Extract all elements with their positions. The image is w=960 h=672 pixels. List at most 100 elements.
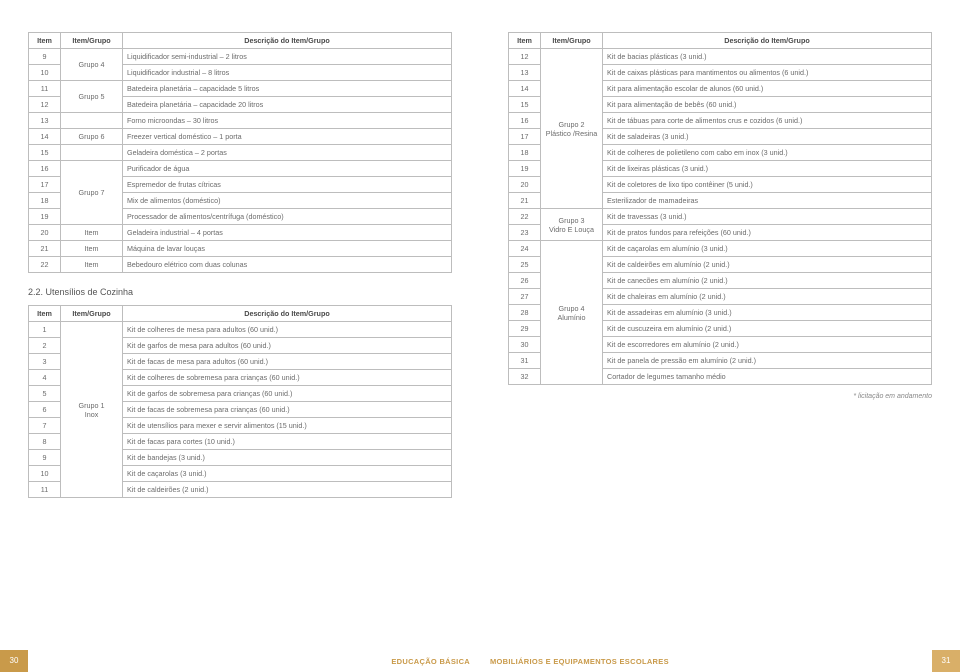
cell-item: 3 bbox=[29, 354, 61, 370]
cell-item: 9 bbox=[29, 450, 61, 466]
cell-desc: Batedeira planetária – capacidade 5 litr… bbox=[123, 81, 452, 97]
cell-desc: Batedeira planetária – capacidade 20 lit… bbox=[123, 97, 452, 113]
cell-item: 11 bbox=[29, 81, 61, 97]
cell-group bbox=[61, 113, 123, 129]
cell-item: 9 bbox=[29, 49, 61, 65]
cell-group: Grupo 7 bbox=[61, 161, 123, 225]
cell-group: Item bbox=[61, 241, 123, 257]
cell-item: 31 bbox=[509, 353, 541, 369]
table-row: 9Grupo 4Liquidificador semi-industrial –… bbox=[29, 49, 452, 65]
cell-desc: Kit de cuscuzeira em alumínio (2 unid.) bbox=[603, 321, 932, 337]
table-row: 12Grupo 2 Plástico /ResinaKit de bacias … bbox=[509, 49, 932, 65]
cell-item: 20 bbox=[29, 225, 61, 241]
cell-desc: Kit de utensílios para mexer e servir al… bbox=[123, 418, 452, 434]
cell-group: Grupo 3 Vidro E Louça bbox=[541, 209, 603, 241]
cell-desc: Kit de caçarolas (3 unid.) bbox=[123, 466, 452, 482]
cell-group bbox=[61, 145, 123, 161]
cell-group: Item bbox=[61, 225, 123, 241]
th-desc: Descrição do Item/Grupo bbox=[603, 33, 932, 49]
cell-item: 12 bbox=[509, 49, 541, 65]
cell-desc: Kit de facas para cortes (10 unid.) bbox=[123, 434, 452, 450]
cell-item: 10 bbox=[29, 466, 61, 482]
cell-desc: Espremedor de frutas cítricas bbox=[123, 177, 452, 193]
cell-desc: Kit de canecões em alumínio (2 unid.) bbox=[603, 273, 932, 289]
cell-desc: Kit de caldeirões em alumínio (2 unid.) bbox=[603, 257, 932, 273]
cell-item: 5 bbox=[29, 386, 61, 402]
table-row: 14Grupo 6Freezer vertical doméstico – 1 … bbox=[29, 129, 452, 145]
cell-item: 32 bbox=[509, 369, 541, 385]
cell-desc: Kit de facas de sobremesa para crianças … bbox=[123, 402, 452, 418]
section-title-22: 2.2. Utensílios de Cozinha bbox=[28, 287, 452, 297]
page-number-right: 31 bbox=[932, 650, 960, 672]
cell-item: 21 bbox=[509, 193, 541, 209]
cell-item: 6 bbox=[29, 402, 61, 418]
cell-item: 29 bbox=[509, 321, 541, 337]
table-row: 20ItemGeladeira industrial – 4 portas bbox=[29, 225, 452, 241]
table-row: 11Grupo 5Batedeira planetária – capacida… bbox=[29, 81, 452, 97]
cell-item: 16 bbox=[29, 161, 61, 177]
cell-group: Grupo 2 Plástico /Resina bbox=[541, 49, 603, 209]
cell-item: 22 bbox=[29, 257, 61, 273]
cell-desc: Geladeira industrial – 4 portas bbox=[123, 225, 452, 241]
cell-item: 21 bbox=[29, 241, 61, 257]
cell-desc: Kit de garfos de mesa para adultos (60 u… bbox=[123, 338, 452, 354]
cell-item: 19 bbox=[509, 161, 541, 177]
cell-item: 22 bbox=[509, 209, 541, 225]
cell-desc: Purificador de água bbox=[123, 161, 452, 177]
cell-item: 27 bbox=[509, 289, 541, 305]
cell-desc: Forno microondas – 30 litros bbox=[123, 113, 452, 129]
table-row: 1Grupo 1 InoxKit de colheres de mesa par… bbox=[29, 322, 452, 338]
cell-item: 13 bbox=[509, 65, 541, 81]
cell-item: 23 bbox=[509, 225, 541, 241]
footer-left: 30 EDUCAÇÃO BÁSICA bbox=[0, 650, 480, 672]
page-right: Item Item/Grupo Descrição do Item/Grupo … bbox=[480, 0, 960, 672]
cell-desc: Kit de lixeiras plásticas (3 unid.) bbox=[603, 161, 932, 177]
th-item: Item bbox=[29, 33, 61, 49]
cell-item: 8 bbox=[29, 434, 61, 450]
cell-item: 18 bbox=[509, 145, 541, 161]
cell-desc: Freezer vertical doméstico – 1 porta bbox=[123, 129, 452, 145]
table-row: 21ItemMáquina de lavar louças bbox=[29, 241, 452, 257]
cell-desc: Kit de pratos fundos para refeições (60 … bbox=[603, 225, 932, 241]
cell-desc: Kit para alimentação de bebês (60 unid.) bbox=[603, 97, 932, 113]
cell-item: 14 bbox=[509, 81, 541, 97]
cell-item: 17 bbox=[29, 177, 61, 193]
cell-desc: Geladeira doméstica – 2 portas bbox=[123, 145, 452, 161]
cell-item: 1 bbox=[29, 322, 61, 338]
th-item: Item bbox=[29, 306, 61, 322]
cell-desc: Liquidificador semi-industrial – 2 litro… bbox=[123, 49, 452, 65]
cell-desc: Mix de alimentos (doméstico) bbox=[123, 193, 452, 209]
cell-item: 18 bbox=[29, 193, 61, 209]
table-equipamentos-cont: Item Item/Grupo Descrição do Item/Grupo … bbox=[28, 32, 452, 273]
cell-desc: Kit de facas de mesa para adultos (60 un… bbox=[123, 354, 452, 370]
table-row: 16Grupo 7Purificador de água bbox=[29, 161, 452, 177]
cell-desc: Kit de bacias plásticas (3 unid.) bbox=[603, 49, 932, 65]
cell-desc: Cortador de legumes tamanho médio bbox=[603, 369, 932, 385]
cell-desc: Kit de caixas plásticas para mantimentos… bbox=[603, 65, 932, 81]
th-desc: Descrição do Item/Grupo bbox=[123, 306, 452, 322]
cell-item: 24 bbox=[509, 241, 541, 257]
cell-item: 11 bbox=[29, 482, 61, 498]
cell-item: 14 bbox=[29, 129, 61, 145]
cell-desc: Kit de caçarolas em alumínio (3 unid.) bbox=[603, 241, 932, 257]
page-number-left: 30 bbox=[0, 650, 28, 672]
table-utensilios: Item Item/Grupo Descrição do Item/Grupo … bbox=[28, 305, 452, 498]
table-row: 22ItemBebedouro elétrico com duas coluna… bbox=[29, 257, 452, 273]
cell-group: Grupo 4 bbox=[61, 49, 123, 81]
cell-item: 15 bbox=[29, 145, 61, 161]
footer-left-label: EDUCAÇÃO BÁSICA bbox=[391, 657, 470, 666]
cell-desc: Kit de colheres de mesa para adultos (60… bbox=[123, 322, 452, 338]
th-group: Item/Grupo bbox=[61, 33, 123, 49]
cell-group: Grupo 4 Alumínio bbox=[541, 241, 603, 385]
cell-item: 15 bbox=[509, 97, 541, 113]
table-row: 22Grupo 3 Vidro E LouçaKit de travessas … bbox=[509, 209, 932, 225]
page-left: Item Item/Grupo Descrição do Item/Grupo … bbox=[0, 0, 480, 672]
cell-item: 12 bbox=[29, 97, 61, 113]
cell-desc: Kit para alimentação escolar de alunos (… bbox=[603, 81, 932, 97]
cell-item: 2 bbox=[29, 338, 61, 354]
footer-right-label: MOBILIÁRIOS E EQUIPAMENTOS ESCOLARES bbox=[490, 657, 669, 666]
cell-desc: Kit de panela de pressão em alumínio (2 … bbox=[603, 353, 932, 369]
footnote-licitacao: * licitação em andamento bbox=[508, 393, 932, 400]
cell-item: 17 bbox=[509, 129, 541, 145]
cell-desc: Kit de colheres de sobremesa para crianç… bbox=[123, 370, 452, 386]
